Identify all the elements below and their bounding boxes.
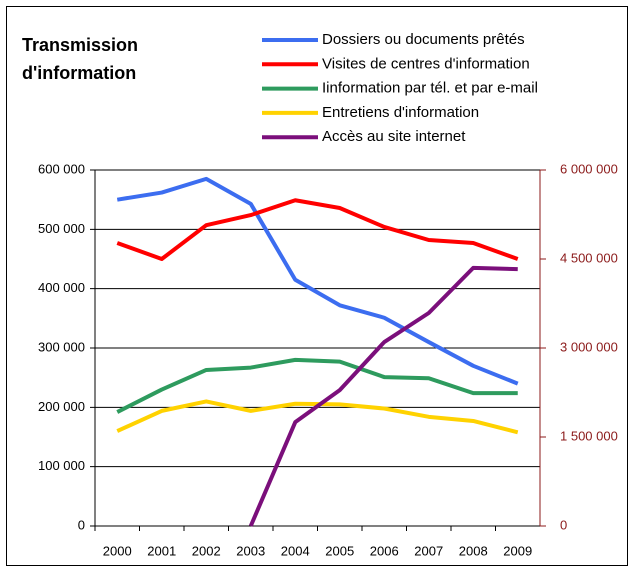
series-line: [116, 357, 518, 414]
y-tick-label: 400 000: [38, 280, 85, 295]
x-tick-label: 2001: [147, 543, 176, 558]
y2-tick-label: 6 000 000: [560, 161, 618, 176]
y2-tick-label: 1 500 000: [560, 428, 618, 443]
x-tick-label: 2009: [503, 543, 532, 558]
x-tick-label: 2004: [281, 543, 310, 558]
legend-label: Iinformation par tél. et par e-mail: [322, 80, 538, 97]
y-tick-label: 100 000: [38, 458, 85, 473]
y2-tick-label: 3 000 000: [560, 339, 618, 354]
x-tick-label: 2005: [325, 543, 354, 558]
x-tick-label: 2003: [236, 543, 265, 558]
legend-label: Entretiens d'information: [322, 104, 479, 121]
y-tick-label: 200 000: [38, 399, 85, 414]
legend-label: Accès au site internet: [322, 128, 466, 145]
series-line: [116, 198, 519, 261]
series-line: [116, 176, 519, 386]
legend-label: Visites de centres d'information: [322, 55, 530, 72]
y-tick-label: 300 000: [38, 339, 85, 354]
x-tick-label: 2007: [414, 543, 443, 558]
legend-label: Dossiers ou documents prêtés: [322, 31, 525, 48]
y-tick-label: 600 000: [38, 161, 85, 176]
series-line: [248, 265, 518, 527]
y-tick-label: 0: [78, 517, 85, 532]
chart-title: Transmission: [22, 35, 138, 55]
x-tick-label: 2006: [370, 543, 399, 558]
x-tick-label: 2000: [103, 543, 132, 558]
x-tick-label: 2002: [192, 543, 221, 558]
chart-title: d'information: [22, 63, 136, 83]
y2-tick-label: 0: [560, 517, 567, 532]
y-tick-label: 500 000: [38, 221, 85, 236]
chart-frame: [6, 6, 628, 566]
x-tick-label: 2008: [459, 543, 488, 558]
y2-tick-label: 4 500 000: [560, 250, 618, 265]
